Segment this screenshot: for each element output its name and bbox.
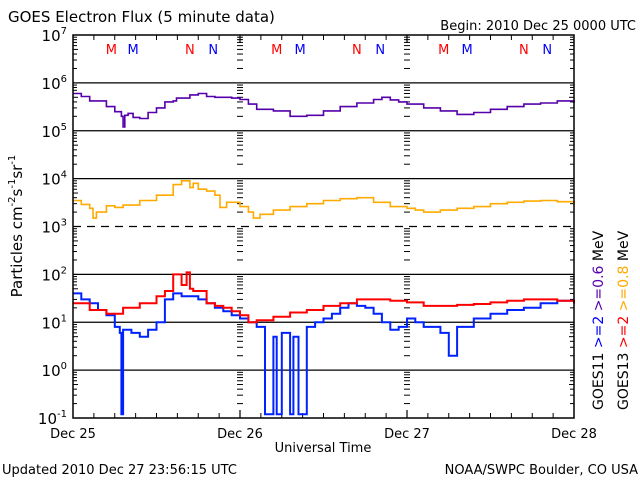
chart-title: GOES Electron Flux (5 minute data) bbox=[8, 8, 275, 26]
legend-part: GOES13 bbox=[616, 348, 632, 410]
y-tick-exp: 7 bbox=[61, 26, 67, 37]
x-tick-labels: Dec 25 Dec 26 Dec 27 Dec 28 bbox=[50, 427, 597, 442]
y-tick-base: 10 bbox=[42, 219, 61, 237]
y-tick-base: 10 bbox=[42, 266, 61, 284]
marker-label: M bbox=[128, 43, 139, 58]
credit-label: NOAA/SWPC Boulder, CO USA bbox=[445, 463, 638, 478]
y-tick-base: 10 bbox=[42, 123, 61, 141]
y-tick-exp: 3 bbox=[61, 218, 67, 229]
y-tick-label: 104 bbox=[42, 170, 67, 189]
legend-part: MeV bbox=[616, 230, 632, 261]
y-tick-exp: 2 bbox=[61, 265, 67, 276]
y-tick-exp: -1 bbox=[57, 409, 67, 420]
marker-label: M bbox=[462, 43, 473, 58]
y-tick-exp: 5 bbox=[61, 122, 67, 133]
y-axis-label: Particles cm-2s-1sr-1 bbox=[7, 155, 26, 298]
marker-label: N bbox=[375, 43, 385, 58]
legend-part: >=0.6 bbox=[591, 261, 607, 311]
x-tick-label: Dec 25 bbox=[50, 427, 96, 442]
y-tick-label: 102 bbox=[42, 265, 67, 284]
y-axis-label-exp3: -1 bbox=[7, 155, 18, 165]
series-line-goes11-2-mev bbox=[73, 292, 575, 416]
marker-label: N bbox=[542, 43, 552, 58]
marker-label: M bbox=[295, 43, 306, 58]
y-tick-exp: 6 bbox=[61, 74, 67, 85]
series-group bbox=[73, 92, 575, 416]
y-tick-base: 10 bbox=[42, 27, 61, 45]
y-axis-label-main: Particles cm bbox=[8, 206, 26, 297]
y-tick-exp: 0 bbox=[61, 361, 67, 372]
series-line-goes13-2-mev bbox=[73, 271, 575, 324]
x-tick-label: Dec 26 bbox=[217, 427, 263, 442]
series-line-goes13-0-8-mev bbox=[73, 180, 575, 219]
marker-label: M bbox=[271, 43, 282, 58]
y-axis-label-exp2: -1 bbox=[7, 179, 18, 189]
y-tick-label: 107 bbox=[42, 26, 67, 45]
legend-goes11: GOES11 >=2 >=0.6 MeV bbox=[591, 230, 607, 410]
plot-frame bbox=[72, 34, 575, 419]
series-line-goes11-0-6-mev bbox=[73, 92, 575, 128]
marker-label: N bbox=[185, 43, 195, 58]
y-tick-base: 10 bbox=[42, 171, 61, 189]
y-axis-label-exp1: -2 bbox=[7, 196, 18, 206]
legend-part: >=2 bbox=[591, 311, 607, 348]
y-tick-exp: 4 bbox=[61, 170, 67, 181]
y-tick-label: 100 bbox=[42, 361, 67, 380]
y-tick-exp: 1 bbox=[61, 313, 67, 324]
updated-timestamp: Updated 2010 Dec 27 23:56:15 UTC bbox=[2, 463, 237, 478]
marker-label: N bbox=[519, 43, 529, 58]
marker-label: N bbox=[208, 43, 218, 58]
x-axis-label: Universal Time bbox=[275, 441, 372, 456]
y-axis-label-sr: sr bbox=[8, 164, 26, 179]
y-axis-label-s: s bbox=[8, 188, 26, 196]
y-tick-label: 106 bbox=[42, 74, 67, 93]
y-tick-label: 105 bbox=[42, 122, 67, 141]
legend-goes13: GOES13 >=2 >=0.8 MeV bbox=[616, 230, 632, 410]
legend-part: >=0.8 bbox=[616, 261, 632, 311]
x-tick-label: Dec 28 bbox=[551, 427, 597, 442]
y-tick-label: 103 bbox=[42, 218, 67, 237]
legend-part: MeV bbox=[591, 230, 607, 261]
svg-text:Particles cm-2s-1sr-1: Particles cm-2s-1sr-1 bbox=[7, 155, 26, 298]
marker-label: M bbox=[106, 43, 117, 58]
marker-label: N bbox=[352, 43, 362, 58]
gridlines bbox=[73, 82, 574, 371]
y-tick-base: 10 bbox=[38, 410, 57, 428]
y-tick-label: 101 bbox=[42, 313, 67, 332]
marker-label: M bbox=[438, 43, 449, 58]
y-tick-base: 10 bbox=[42, 75, 61, 93]
y-tick-label: 10-1 bbox=[38, 409, 67, 428]
legend-part: GOES11 bbox=[591, 348, 607, 410]
legend-part: >=2 bbox=[616, 311, 632, 348]
begin-label: Begin: 2010 Dec 25 0000 UTC bbox=[440, 19, 636, 34]
y-tick-base: 10 bbox=[42, 362, 61, 380]
y-tick-base: 10 bbox=[42, 314, 61, 332]
x-tick-label: Dec 27 bbox=[384, 427, 430, 442]
